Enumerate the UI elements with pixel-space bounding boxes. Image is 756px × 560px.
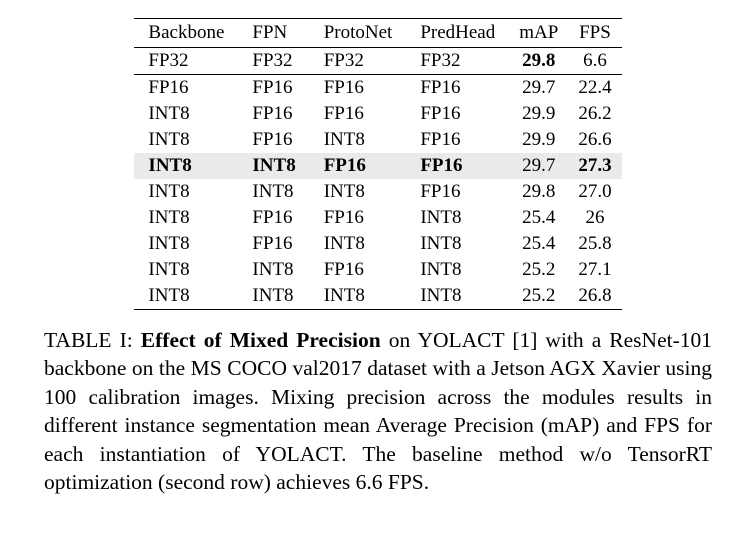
table-cell: INT8 bbox=[406, 231, 509, 257]
table-cell: FP16 bbox=[310, 153, 407, 179]
table-cell: INT8 bbox=[238, 283, 309, 310]
table-row: INT8FP16INT8INT825.425.8 bbox=[134, 231, 621, 257]
table-cell: 22.4 bbox=[568, 75, 621, 102]
caption-label: TABLE I: bbox=[44, 328, 133, 352]
table-cell: INT8 bbox=[406, 283, 509, 310]
caption-rest: on YOLACT [1] with a ResNet-101 backbone… bbox=[44, 328, 712, 494]
table-cell: 26.6 bbox=[568, 127, 621, 153]
col-header: FPN bbox=[238, 19, 309, 48]
table-row: FP16FP16FP16FP1629.722.4 bbox=[134, 75, 621, 102]
table-cell: FP16 bbox=[238, 101, 309, 127]
table-cell: 29.8 bbox=[509, 48, 568, 75]
table-cell: INT8 bbox=[238, 257, 309, 283]
table-cell: FP16 bbox=[134, 75, 238, 102]
caption-title: Effect of Mixed Precision bbox=[141, 328, 381, 352]
table-cell: 26 bbox=[568, 205, 621, 231]
table-row: INT8FP16FP16INT825.426 bbox=[134, 205, 621, 231]
table-cell: 29.8 bbox=[509, 179, 568, 205]
table-cell: INT8 bbox=[134, 101, 238, 127]
table-cell: 29.9 bbox=[509, 127, 568, 153]
table-cell: INT8 bbox=[238, 153, 309, 179]
table-cell: FP32 bbox=[406, 48, 509, 75]
table-cell: INT8 bbox=[134, 205, 238, 231]
table-cell: INT8 bbox=[310, 231, 407, 257]
table-cell: FP16 bbox=[238, 231, 309, 257]
table-cell: INT8 bbox=[134, 231, 238, 257]
table-cell: 27.0 bbox=[568, 179, 621, 205]
table-figure: BackboneFPNProtoNetPredHeadmAPFPS FP32FP… bbox=[0, 0, 756, 496]
table-cell: 25.8 bbox=[568, 231, 621, 257]
table-cell: FP16 bbox=[406, 127, 509, 153]
table-row: INT8INT8FP16FP1629.727.3 bbox=[134, 153, 621, 179]
precision-table: BackboneFPNProtoNetPredHeadmAPFPS FP32FP… bbox=[134, 18, 621, 310]
table-cell: INT8 bbox=[406, 257, 509, 283]
table-caption: TABLE I: Effect of Mixed Precision on YO… bbox=[40, 326, 716, 496]
col-header: mAP bbox=[509, 19, 568, 48]
table-cell: FP16 bbox=[310, 75, 407, 102]
table-cell: 25.2 bbox=[509, 283, 568, 310]
table-cell: FP16 bbox=[406, 75, 509, 102]
table-cell: INT8 bbox=[238, 179, 309, 205]
table-cell: FP16 bbox=[310, 257, 407, 283]
table-body: FP32FP32FP32FP3229.86.6FP16FP16FP16FP162… bbox=[134, 48, 621, 310]
table-cell: FP32 bbox=[238, 48, 309, 75]
table-cell: INT8 bbox=[406, 205, 509, 231]
table-cell: 26.8 bbox=[568, 283, 621, 310]
table-cell: INT8 bbox=[134, 257, 238, 283]
table-cell: FP16 bbox=[238, 205, 309, 231]
table-cell: 29.7 bbox=[509, 153, 568, 179]
table-row: INT8INT8INT8INT825.226.8 bbox=[134, 283, 621, 310]
table-cell: 29.7 bbox=[509, 75, 568, 102]
table-cell: 26.2 bbox=[568, 101, 621, 127]
table-cell: 27.3 bbox=[568, 153, 621, 179]
table-cell: FP16 bbox=[310, 205, 407, 231]
table-cell: FP16 bbox=[406, 179, 509, 205]
col-header: Backbone bbox=[134, 19, 238, 48]
table-cell: FP16 bbox=[238, 127, 309, 153]
table-cell: INT8 bbox=[310, 283, 407, 310]
table-cell: INT8 bbox=[310, 179, 407, 205]
table-cell: INT8 bbox=[134, 153, 238, 179]
table-cell: 6.6 bbox=[568, 48, 621, 75]
table-cell: 25.2 bbox=[509, 257, 568, 283]
table-cell: FP16 bbox=[238, 75, 309, 102]
table-row: INT8INT8INT8FP1629.827.0 bbox=[134, 179, 621, 205]
table-cell: FP16 bbox=[310, 101, 407, 127]
table-cell: 25.4 bbox=[509, 205, 568, 231]
table-cell: INT8 bbox=[310, 127, 407, 153]
table-cell: 27.1 bbox=[568, 257, 621, 283]
col-header: PredHead bbox=[406, 19, 509, 48]
table-cell: FP32 bbox=[310, 48, 407, 75]
table-cell: FP32 bbox=[134, 48, 238, 75]
col-header: ProtoNet bbox=[310, 19, 407, 48]
table-cell: INT8 bbox=[134, 127, 238, 153]
table-cell: INT8 bbox=[134, 179, 238, 205]
table-row: FP32FP32FP32FP3229.86.6 bbox=[134, 48, 621, 75]
table-cell: FP16 bbox=[406, 101, 509, 127]
table-row: INT8INT8FP16INT825.227.1 bbox=[134, 257, 621, 283]
table-cell: 29.9 bbox=[509, 101, 568, 127]
table-header-row: BackboneFPNProtoNetPredHeadmAPFPS bbox=[134, 19, 621, 48]
table-row: INT8FP16FP16FP1629.926.2 bbox=[134, 101, 621, 127]
col-header: FPS bbox=[568, 19, 621, 48]
table-cell: 25.4 bbox=[509, 231, 568, 257]
table-row: INT8FP16INT8FP1629.926.6 bbox=[134, 127, 621, 153]
table-cell: INT8 bbox=[134, 283, 238, 310]
table-cell: FP16 bbox=[406, 153, 509, 179]
